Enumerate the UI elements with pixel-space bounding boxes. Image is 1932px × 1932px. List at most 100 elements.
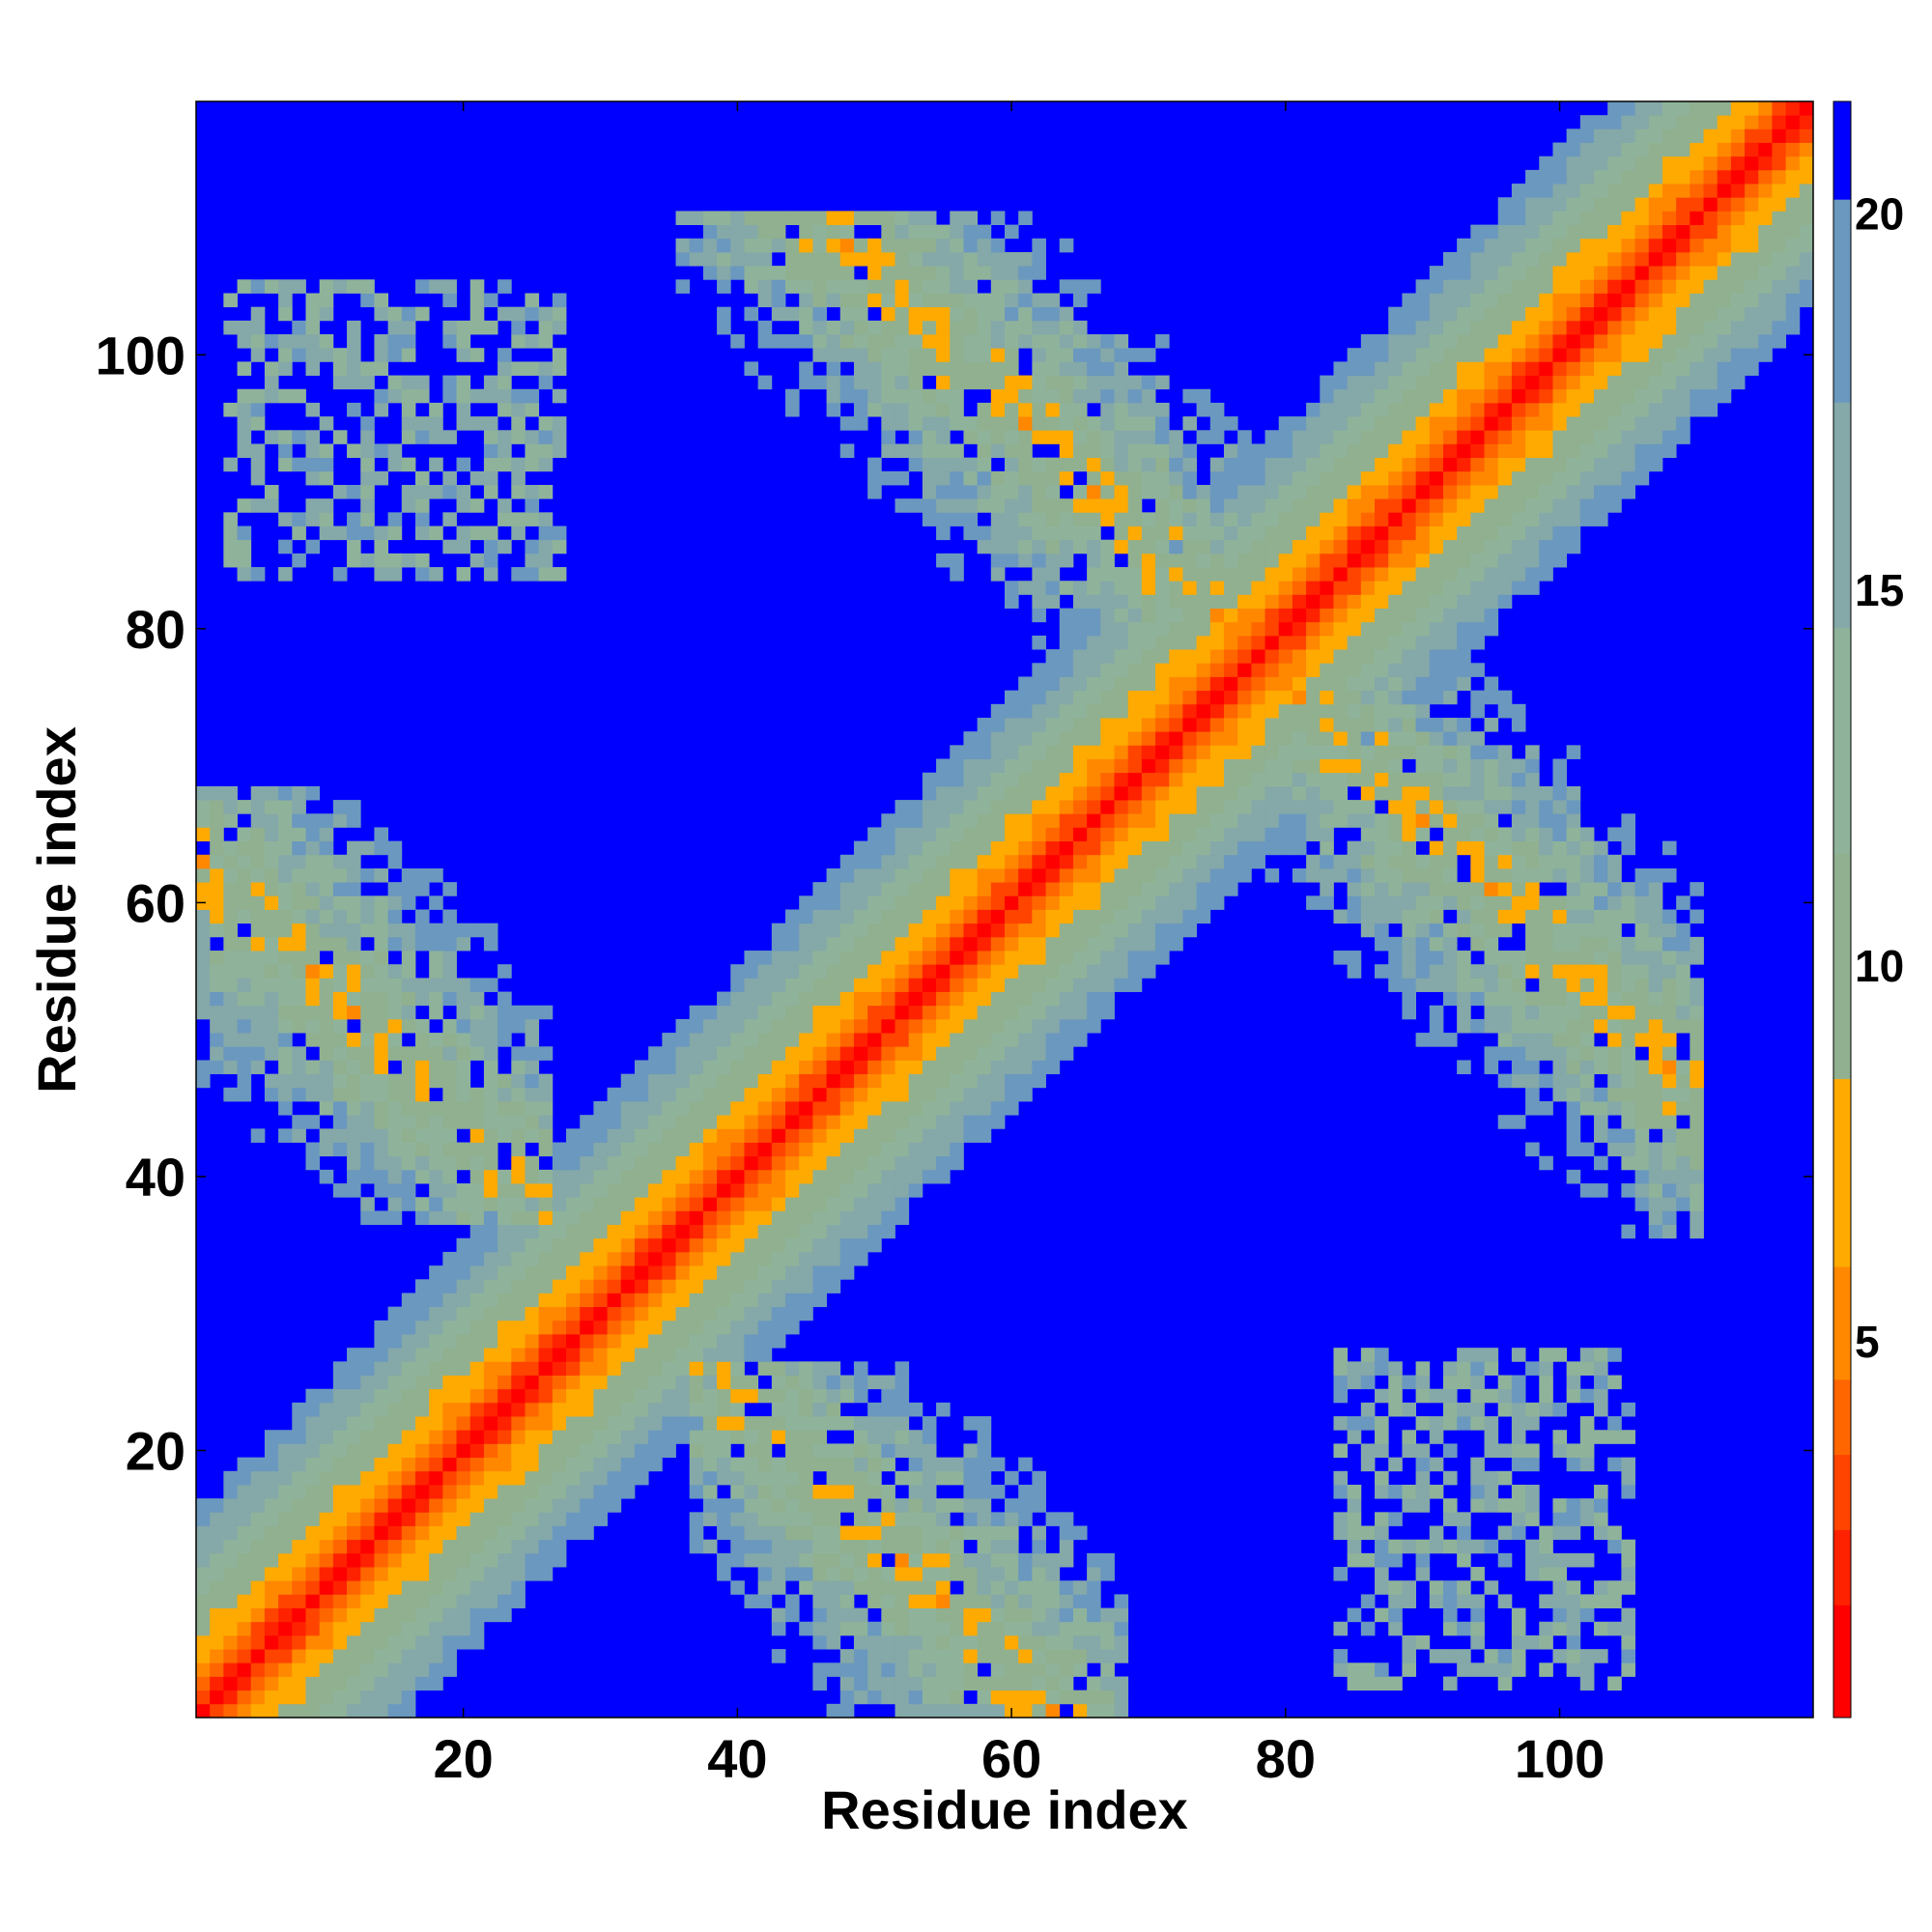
heatmap-cell <box>812 1128 827 1143</box>
heatmap-cell <box>702 1430 718 1444</box>
heatmap-cell <box>552 1361 567 1376</box>
heatmap-cell <box>360 1210 375 1225</box>
heatmap-cell <box>744 1306 759 1321</box>
heatmap-cell <box>1429 923 1444 938</box>
heatmap-cell <box>895 293 910 308</box>
heatmap-cell <box>977 306 992 322</box>
heatmap-cell <box>977 1539 992 1554</box>
heatmap-cell <box>1223 581 1238 595</box>
heatmap-cell <box>319 1402 334 1417</box>
heatmap-cell <box>908 895 923 910</box>
heatmap-cell <box>1196 581 1211 595</box>
heatmap-cell <box>839 1210 855 1225</box>
heatmap-cell <box>990 745 1006 759</box>
heatmap-cell <box>634 1100 649 1116</box>
heatmap-cell <box>867 991 882 1007</box>
heatmap-cell <box>990 1539 1006 1554</box>
heatmap-cell <box>1278 526 1293 541</box>
heatmap-cell <box>689 1115 704 1129</box>
heatmap-cell <box>689 1306 704 1321</box>
heatmap-cell <box>757 1169 773 1184</box>
heatmap-cell <box>1237 867 1252 883</box>
heatmap-cell <box>1320 882 1334 896</box>
heatmap-cell <box>1223 649 1238 664</box>
heatmap-cell <box>237 882 252 896</box>
heatmap-cell <box>552 1512 567 1526</box>
heatmap-cell <box>1059 731 1074 746</box>
heatmap-cell <box>210 1033 224 1047</box>
heatmap-cell <box>1182 882 1198 896</box>
heatmap-cell <box>1402 635 1416 650</box>
heatmap-cell <box>360 1197 375 1211</box>
heatmap-cell <box>607 1100 622 1116</box>
heatmap-cell <box>401 1498 416 1513</box>
heatmap-cell <box>1457 1416 1471 1431</box>
heatmap-cell <box>1059 951 1074 965</box>
heatmap-cell <box>1402 1402 1416 1417</box>
heatmap-cell <box>525 1443 540 1459</box>
heatmap-cell <box>1237 813 1252 828</box>
heatmap-cell <box>936 800 951 814</box>
heatmap-cell <box>702 1197 718 1211</box>
heatmap-cell <box>990 1621 1006 1636</box>
heatmap-cell <box>812 1594 827 1608</box>
heatmap-cell <box>1278 758 1293 774</box>
heatmap-cell <box>414 416 430 431</box>
heatmap-cell <box>853 1197 868 1211</box>
heatmap-cell <box>881 1690 895 1705</box>
heatmap-cell <box>1141 909 1156 924</box>
heatmap-cell <box>511 1334 526 1349</box>
heatmap-cell <box>580 1265 594 1280</box>
heatmap-cell <box>799 1128 813 1143</box>
heatmap-cell <box>360 895 375 910</box>
heatmap-cell <box>264 1621 279 1636</box>
heatmap-cell <box>702 1306 718 1321</box>
heatmap-cell <box>1005 251 1019 267</box>
heatmap-cell <box>511 1484 526 1499</box>
heatmap-cell <box>895 1690 910 1705</box>
heatmap-cell <box>730 1237 745 1253</box>
heatmap-cell <box>689 1169 704 1184</box>
heatmap-cell <box>895 279 910 294</box>
heatmap-cell <box>1059 526 1074 541</box>
heatmap-cell <box>250 895 266 910</box>
heatmap-cell <box>702 1498 718 1513</box>
heatmap-cell <box>1429 785 1444 801</box>
heatmap-cell <box>223 1498 238 1513</box>
heatmap-cell <box>374 964 389 979</box>
heatmap-cell <box>278 293 293 308</box>
heatmap-cell <box>442 882 457 896</box>
heatmap-cell <box>1100 840 1115 856</box>
heatmap-cell <box>1182 470 1198 486</box>
heatmap-cell <box>292 813 306 828</box>
heatmap-cell <box>908 1430 923 1444</box>
heatmap-cell <box>1182 690 1198 705</box>
heatmap-cell <box>1415 1539 1431 1554</box>
heatmap-cell <box>332 1512 348 1526</box>
heatmap-cell <box>853 1416 868 1431</box>
heatmap-cell <box>1005 279 1019 294</box>
heatmap-cell <box>717 1018 731 1034</box>
heatmap-cell <box>442 1155 457 1171</box>
heatmap-cell <box>538 1197 554 1211</box>
heatmap-cell <box>566 1443 581 1459</box>
heatmap-cell <box>278 1443 293 1459</box>
heatmap-cell <box>1415 772 1431 787</box>
heatmap-cell <box>360 1676 375 1691</box>
heatmap-cell <box>1375 1348 1389 1362</box>
heatmap-cell <box>950 238 964 253</box>
heatmap-cell <box>1347 1416 1362 1431</box>
heatmap-cell <box>812 991 827 1007</box>
heatmap-cell <box>223 293 238 308</box>
heatmap-cell <box>414 1115 430 1129</box>
heatmap-cell <box>744 1115 759 1129</box>
heatmap-cell <box>1360 1525 1376 1541</box>
heatmap-cell <box>1292 416 1307 431</box>
heatmap-cell <box>1032 800 1046 814</box>
heatmap-cell <box>1005 1662 1019 1677</box>
heatmap-cell <box>456 1251 471 1266</box>
heatmap-cell <box>1375 854 1389 869</box>
heatmap-cell <box>950 909 964 924</box>
heatmap-cell <box>895 251 910 267</box>
heatmap-cell <box>210 1676 224 1691</box>
